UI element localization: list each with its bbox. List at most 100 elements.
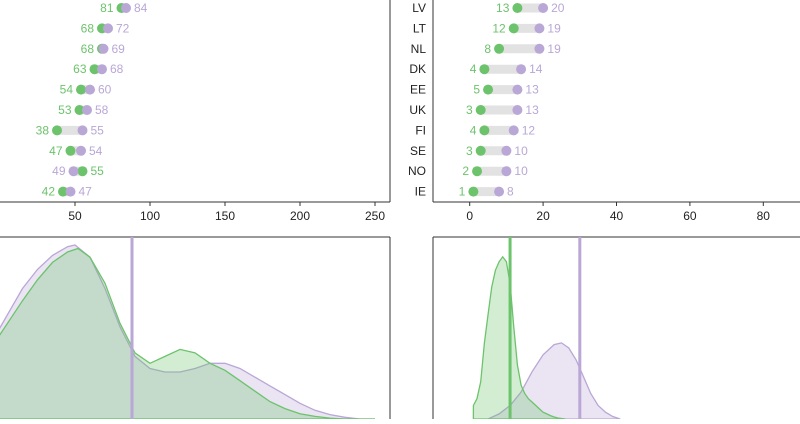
top-left-purple-dot [85,84,95,95]
top-left-purple-dot [103,23,113,34]
top-right-value-label-left: 12 [492,21,506,35]
top-right-green-dot [479,64,490,75]
top-right-purple-dot [512,84,523,95]
top-left-value-label-right: 84 [134,1,148,15]
top-right-country-label: FI [415,123,426,137]
top-left-value-label-left: 68 [81,42,95,56]
top-right-value-label-right: 10 [514,144,528,158]
top-right-green-dot [472,166,483,177]
top-right-country-label: NL [411,42,427,56]
top-right-purple-dot [516,64,527,75]
top-right-x-tick-label: 60 [683,209,697,223]
top-right-x-tick-label: 20 [536,209,550,223]
top-right-green-dot [479,125,490,136]
top-right-value-label-left: 3 [466,144,473,158]
top-right-value-label-left: 1 [459,185,466,199]
top-left-green-dot [74,105,85,115]
top-right-value-label-right: 20 [551,1,565,15]
top-right-green-dot [508,23,519,34]
top-right-green-dot [475,105,486,115]
top-right-value-label-right: 12 [522,123,536,137]
top-right-value-label-right: 8 [507,185,514,199]
top-right-green-dot [494,43,505,54]
top-right-value-label-right: 14 [529,62,543,76]
top-left-value-label-right: 68 [110,62,124,76]
top-left-green-dot [58,186,68,197]
top-left-value-label-left: 38 [36,123,50,137]
top-left-x-tick-label: 100 [140,209,160,223]
top-left-purple-dot [97,64,107,75]
top-right-x-tick-label: 40 [610,209,624,223]
top-right-value-label-right: 19 [547,21,561,35]
top-left-value-label-left: 53 [58,103,72,117]
top-left-value-label-left: 81 [100,1,114,15]
top-right-value-label-left: 5 [473,83,480,97]
bottom-left-green-density [0,247,375,420]
top-left-value-label-right: 72 [116,21,130,35]
top-left-value-label-right: 58 [95,103,109,117]
top-left-value-label-right: 47 [79,185,93,199]
top-left-x-tick-label: 150 [215,209,235,223]
top-right-green-dot [468,186,479,197]
top-left-green-dot [89,64,100,75]
top-right-country-label: NO [408,164,426,178]
top-left-value-label-right: 60 [98,83,112,97]
top-right-country-label: IE [415,185,426,199]
top-right-value-label-left: 2 [462,164,469,178]
top-right-purple-dot [508,125,519,136]
top-right-purple-dot [534,43,545,54]
top-right-purple-dot [501,166,512,177]
bottom-right-green-density [472,255,566,420]
top-right-country-label: LV [412,1,426,15]
top-left-x-tick-label: 200 [290,209,310,223]
top-right-value-label-right: 10 [514,164,528,178]
top-right-value-label-right: 13 [525,83,539,97]
top-left-purple-dot [76,145,86,156]
top-left-panel: 50 100 150 200 250 81 84 68 72 68 69 63 68 54 60 53 58 38… [0,0,391,223]
top-right-purple-dot [512,105,523,115]
top-right-green-dot [483,84,494,95]
top-right-x-tick-label: 0 [466,209,473,223]
top-left-value-label-left: 42 [42,185,56,199]
top-right-country-label: LT [413,21,427,35]
top-left-purple-dot [121,3,131,13]
top-left-value-label-left: 49 [52,164,66,178]
top-left-purple-dot [98,43,109,54]
top-left-value-label-right: 54 [89,144,103,158]
top-left-purple-dot [65,186,76,197]
top-right-country-label: DK [409,62,426,76]
top-left-value-label-left: 68 [81,21,95,35]
top-left-green-dot [52,125,62,136]
top-left-value-label-left: 63 [73,62,87,76]
top-right-green-dot [512,3,523,13]
top-right-purple-dot [538,3,549,13]
top-left-value-label-left: 47 [49,144,63,158]
top-left-value-label-right: 55 [91,164,105,178]
top-left-value-label-right: 55 [91,123,105,137]
top-left-x-tick-label: 50 [68,209,82,223]
top-right-x-tick-label: 80 [757,209,771,223]
top-left-purple-dot [82,105,92,115]
top-left-purple-dot [68,166,79,177]
top-left-purple-dot [77,125,88,136]
top-right-value-label-left: 3 [466,103,473,117]
top-left-value-label-right: 69 [112,42,126,56]
bottom-left-purple-density [0,244,375,420]
top-right-value-label-left: 13 [496,1,510,15]
top-right-green-dot [475,145,486,156]
top-right-value-label-right: 19 [547,42,561,56]
top-right-value-label-left: 4 [470,123,477,137]
top-left-green-dot [77,166,88,177]
top-right-purple-dot [534,23,545,34]
top-right-purple-dot [501,145,512,156]
top-right-value-label-right: 13 [525,103,539,117]
top-right-country-label: UK [409,103,426,117]
top-left-value-label-left: 54 [60,83,74,97]
top-right-country-label: SE [410,144,426,158]
top-right-country-label: EE [410,83,426,97]
top-right-value-label-left: 4 [470,62,477,76]
top-left-green-dot [65,145,76,156]
